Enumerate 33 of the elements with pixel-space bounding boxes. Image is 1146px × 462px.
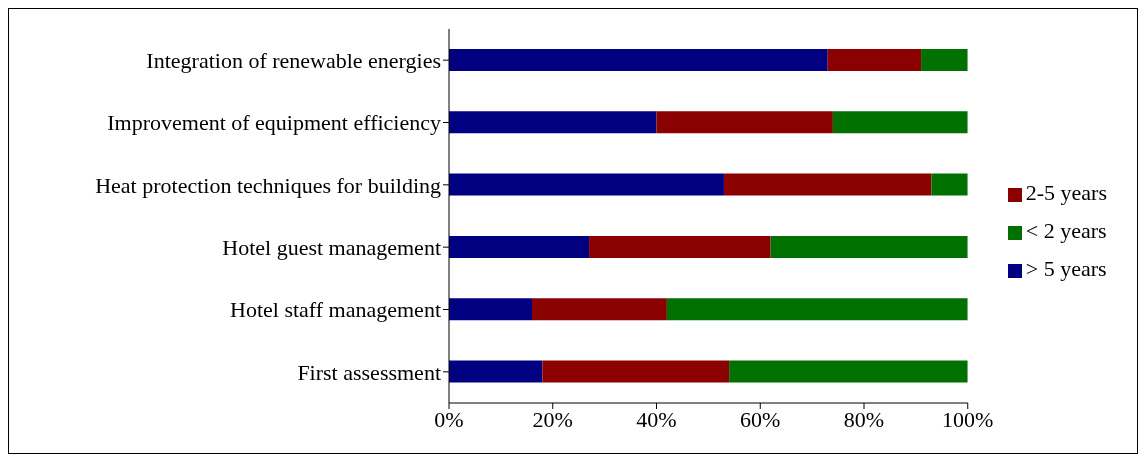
x-tick-label: 100% [942, 406, 994, 432]
legend-label: 2-5 years [1025, 180, 1107, 205]
bar [666, 298, 968, 321]
legend-label: > 5 years [1025, 256, 1107, 281]
bar [449, 48, 828, 71]
bar [449, 111, 657, 134]
x-tick-label: 40% [636, 406, 677, 432]
bar [589, 235, 771, 258]
bar [542, 360, 730, 383]
bar [656, 111, 833, 134]
bar [770, 235, 968, 258]
bar [931, 173, 968, 196]
bar [723, 173, 932, 196]
bar [449, 360, 543, 383]
bar [532, 298, 667, 321]
bar [449, 173, 724, 196]
y-tick-label: Improvement of equipment efficiency [107, 110, 441, 136]
bar [449, 235, 590, 258]
x-tick-label: 0% [434, 406, 464, 432]
y-tick-label: Integration of renewable energies [146, 47, 441, 73]
x-tick-label: 60% [740, 406, 781, 432]
bar [832, 111, 968, 134]
y-tick-label: First assessment [297, 359, 441, 385]
legend-label: < 2 years [1025, 218, 1107, 243]
y-tick-label: Heat protection techniques for building [95, 172, 441, 198]
y-tick-label: Hotel guest management [222, 234, 441, 260]
bar [729, 360, 968, 383]
bar [449, 298, 532, 321]
y-tick-label: Hotel staff management [230, 297, 441, 323]
x-tick-label: 80% [843, 406, 885, 432]
bar [921, 48, 968, 71]
bar [827, 48, 922, 71]
x-tick-label: 20% [532, 406, 573, 432]
